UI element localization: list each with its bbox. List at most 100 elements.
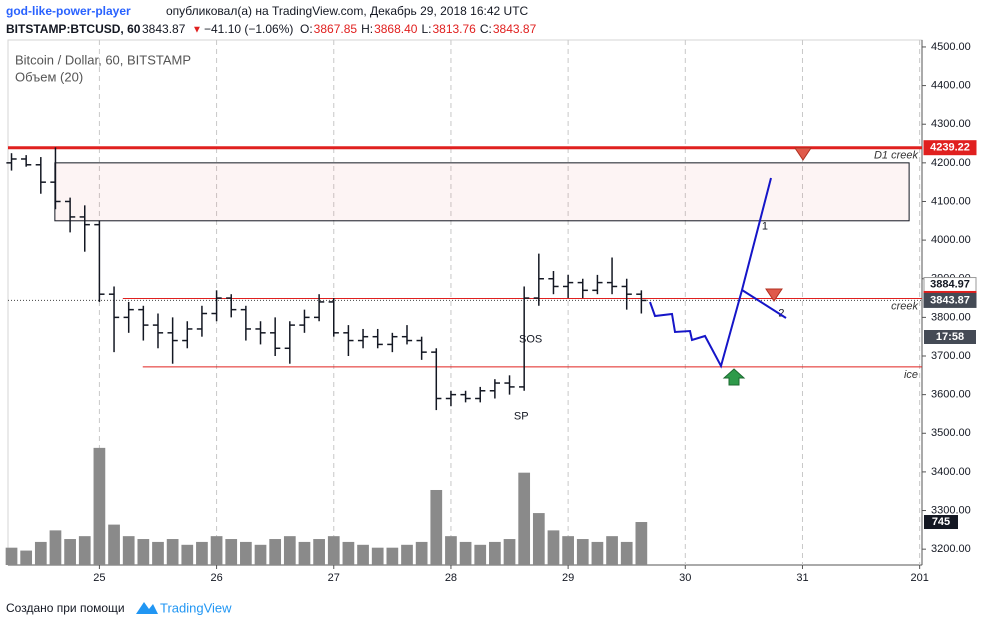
countdown: 17:58 <box>936 331 964 343</box>
ohlc-value: 3868.40 <box>374 22 418 36</box>
volume-bar <box>269 539 282 565</box>
x-tick-label: 31 <box>796 572 808 584</box>
x-tick-label: 26 <box>210 572 222 584</box>
volume-bar <box>34 541 47 565</box>
volume-bar <box>371 547 384 565</box>
volume-bar <box>20 550 33 565</box>
volume-bar <box>49 530 62 565</box>
y-tick-label: 4100.00 <box>931 195 971 207</box>
footer-text: Создано при помощи <box>6 601 125 615</box>
volume-bar <box>327 536 340 565</box>
down-arrow <box>794 147 812 161</box>
level-name: ice <box>904 369 918 381</box>
ohlc-key: C: <box>480 22 492 36</box>
ohlc-key: H: <box>361 22 373 36</box>
price-label: 3843.87 <box>930 294 970 306</box>
y-tick-label: 3200.00 <box>931 543 971 555</box>
x-tick-label: 27 <box>328 572 340 584</box>
y-tick-label: 4300.00 <box>931 118 971 130</box>
price-label: 4239.22 <box>930 142 970 154</box>
y-tick-label: 3400.00 <box>931 466 971 478</box>
ohlc-value: 3867.85 <box>314 22 358 36</box>
ohlc-key: L: <box>421 22 431 36</box>
y-tick-label: 4500.00 <box>931 41 971 53</box>
volume-bar <box>357 544 369 565</box>
legend-main: Bitcoin / Dollar, 60, BITSTAMP <box>15 52 191 67</box>
plot: D1 creek creek ice SOS SP 1 2 <box>5 40 922 565</box>
volume-bar <box>576 539 589 565</box>
level-name: D1 creek <box>874 150 919 162</box>
y-tick-label: 3700.00 <box>931 350 971 362</box>
y-tick-label: 3800.00 <box>931 311 971 323</box>
x-tick-label: 28 <box>445 572 457 584</box>
footer-brand[interactable]: TradingView <box>160 600 232 615</box>
y-tick-label: 4000.00 <box>931 234 971 246</box>
volume-label-box <box>924 515 958 530</box>
ohlc-value: 3813.76 <box>432 22 476 36</box>
annotation: SOS <box>519 334 542 346</box>
volume-bar <box>254 544 267 565</box>
countdown-box <box>924 330 976 344</box>
volume-bar <box>635 522 648 565</box>
level-name: creek <box>891 300 918 312</box>
volume-bar <box>342 541 355 565</box>
last-price: 3843.87 <box>142 22 186 36</box>
x-tick-label: 30 <box>679 572 691 584</box>
volume-bar <box>152 541 164 565</box>
x-tick-label: 25 <box>93 572 105 584</box>
published: опубликовал(а) на TradingView.com, Декаб… <box>166 4 529 18</box>
volume-bar <box>430 489 443 565</box>
y-tick-label: 3300.00 <box>931 504 971 516</box>
volume-label: 745 <box>932 516 950 528</box>
volume-bar <box>459 541 472 565</box>
volume-bar <box>401 544 413 565</box>
volume-bar <box>5 547 18 565</box>
volume-bar <box>518 472 531 565</box>
volume-bar <box>532 513 545 565</box>
volume-bar <box>225 539 238 565</box>
volume-bar <box>298 541 311 565</box>
change-arrow: ▼ <box>192 25 202 36</box>
symbol: BITSTAMP:BTCUSD, 60 <box>6 22 141 36</box>
ohlc-key: O: <box>300 22 313 36</box>
volume-bar <box>415 541 428 565</box>
change: −41.10 (−1.06%) <box>204 22 293 36</box>
volume-bar <box>196 541 208 565</box>
ohlc-value: 3843.87 <box>493 22 537 36</box>
publisher[interactable]: god-like-power-player <box>6 4 131 18</box>
volume-bar <box>181 544 194 565</box>
volume-bar <box>313 539 325 565</box>
volume-bar <box>386 547 399 565</box>
volume-bar <box>93 447 106 565</box>
volume-bar <box>489 541 501 565</box>
up-arrow <box>722 368 746 386</box>
volume-bar <box>474 544 487 565</box>
x-tick-label: 201 <box>910 572 928 584</box>
volume-bar <box>606 536 618 565</box>
volume-bar <box>240 541 252 565</box>
volume-bar <box>445 536 457 565</box>
volume-bar <box>620 541 633 565</box>
projection-branch <box>741 289 787 319</box>
brand-logo <box>136 602 158 614</box>
price-label-box <box>923 292 977 308</box>
volume-bar <box>503 539 516 565</box>
annotation: 1 <box>762 220 768 232</box>
down-arrow <box>765 288 783 302</box>
y-tick-label: 4200.00 <box>931 157 971 169</box>
volume-bar <box>166 539 179 565</box>
annotation: SP <box>514 411 529 423</box>
volume-bar <box>122 536 135 565</box>
legend-volume: Объем (20) <box>15 69 83 84</box>
x-tick-label: 29 <box>562 572 574 584</box>
projection-path <box>649 177 772 369</box>
volume-bar <box>547 530 560 565</box>
volume-bar <box>64 539 76 565</box>
ohlc-legend: O: 3867.85 H: 3868.40 L: 3813.76 C: 3843.87 <box>300 22 537 36</box>
zone-box <box>54 162 910 222</box>
price-label: 3884.97 <box>930 278 970 290</box>
volume-bar <box>137 539 150 565</box>
volume-bar <box>210 536 223 565</box>
